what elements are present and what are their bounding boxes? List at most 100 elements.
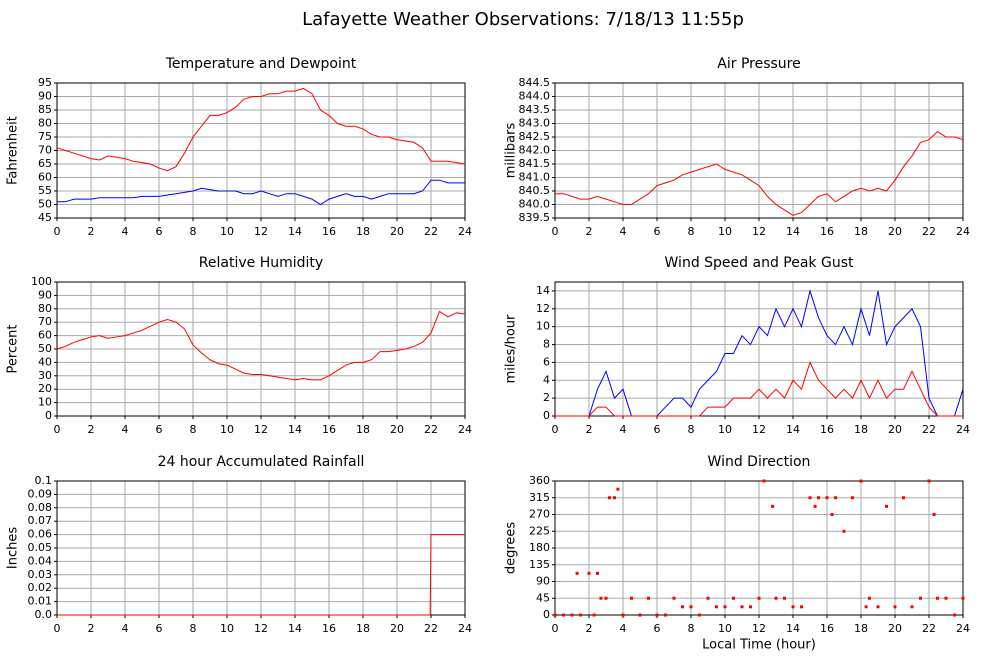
x-tick-label: 0 (54, 225, 61, 238)
x-tick-label: 10 (220, 225, 234, 238)
data-point (579, 613, 582, 617)
plot-frame (554, 281, 964, 417)
x-tick-label: 18 (356, 225, 370, 238)
data-line (56, 87, 466, 172)
y-tick-label: 60 (38, 329, 52, 342)
x-tick-label: 0 (552, 225, 559, 238)
x-tick-label: 6 (156, 423, 163, 436)
x-tick-label: 6 (156, 622, 163, 635)
data-point (842, 529, 846, 533)
x-tick-label: 20 (888, 225, 902, 238)
x-tick-label: 6 (156, 225, 163, 238)
chart-title: 24 hour Accumulated Rainfall (158, 454, 365, 470)
data-point (592, 613, 596, 617)
x-tick-label: 12 (254, 225, 268, 238)
y-tick-label: 12 (536, 302, 550, 315)
y-tick-label: 45 (536, 591, 550, 604)
data-point (825, 496, 829, 500)
x-tick-label: 4 (122, 423, 129, 436)
y-tick-label: 90 (38, 90, 52, 103)
y-tick-label: 180 (529, 541, 550, 554)
data-point (762, 479, 766, 483)
data-point (732, 596, 735, 600)
data-point (910, 605, 914, 609)
x-tick-label: 24 (458, 225, 472, 238)
x-tick-label: 0 (54, 423, 61, 436)
x-tick-label: 0 (54, 622, 61, 635)
y-tick-label: 843.0 (519, 117, 551, 130)
y-tick-label: 20 (38, 382, 52, 395)
y-tick-label: 0.04 (28, 554, 53, 567)
x-tick-label: 4 (620, 225, 627, 238)
data-point (681, 605, 684, 609)
y-tick-label: 0.1 (35, 474, 53, 487)
data-point (859, 479, 863, 483)
data-point (851, 496, 854, 500)
y-tick-label: 30 (38, 369, 52, 382)
x-tick-label: 22 (922, 622, 936, 635)
y-tick-label: 85 (38, 103, 52, 116)
y-tick-label: 95 (38, 76, 52, 89)
y-tick-label: 40 (38, 355, 52, 368)
y-axis-label: Inches (6, 527, 21, 569)
x-tick-label: 10 (220, 622, 234, 635)
data-point (706, 596, 710, 600)
data-point (616, 487, 620, 491)
data-point (630, 596, 633, 600)
x-tick-label: 24 (956, 423, 970, 436)
y-tick-label: 840.0 (519, 198, 551, 211)
y-tick-label: 75 (38, 130, 52, 143)
y-tick-label: 842.5 (519, 130, 551, 143)
y-tick-label: 0.07 (28, 514, 53, 527)
data-point (621, 613, 625, 617)
x-tick-label: 12 (752, 225, 766, 238)
x-tick-label: 12 (752, 423, 766, 436)
data-point (791, 605, 795, 609)
data-point (783, 596, 786, 600)
y-tick-label: 6 (543, 355, 550, 368)
x-tick-label: 14 (786, 423, 800, 436)
y-tick-label: 0.09 (28, 487, 53, 500)
x-tick-label: 8 (688, 225, 695, 238)
data-point (868, 596, 871, 600)
y-tick-label: 4 (543, 373, 550, 386)
x-tick-label: 4 (620, 423, 627, 436)
data-line (57, 179, 465, 206)
y-tick-label: 45 (38, 211, 52, 224)
x-tick-label: 22 (922, 225, 936, 238)
y-tick-label: 0 (543, 409, 550, 422)
x-tick-label: 20 (390, 423, 404, 436)
y-tick-label: 10 (536, 320, 550, 333)
x-tick-label: 16 (322, 225, 336, 238)
x-tick-label: 10 (718, 423, 732, 436)
y-tick-label: 80 (38, 117, 52, 130)
x-tick-label: 16 (322, 423, 336, 436)
y-tick-label: 0.03 (28, 568, 53, 581)
y-tick-label: 14 (536, 284, 550, 297)
y-axis-label: millibars (504, 123, 519, 179)
data-point (575, 571, 579, 575)
data-point (562, 613, 565, 617)
chart-title: Temperature and Dewpoint (165, 56, 357, 72)
data-point (587, 571, 591, 575)
x-tick-label: 6 (654, 423, 661, 436)
data-line (555, 289, 964, 417)
y-tick-label: 65 (38, 157, 52, 170)
x-tick-label: 24 (956, 622, 970, 635)
data-point (689, 605, 693, 609)
data-point (936, 596, 939, 600)
plot-frame (554, 82, 964, 219)
data-point (774, 596, 778, 600)
y-tick-label: 840.5 (519, 184, 551, 197)
page-title: Lafayette Weather Observations: 7/18/13 … (302, 9, 744, 30)
x-tick-label: 18 (854, 423, 868, 436)
data-point (638, 613, 642, 617)
y-tick-label: 225 (529, 524, 550, 537)
x-tick-label: 18 (356, 622, 370, 635)
x-tick-label: 4 (122, 225, 129, 238)
data-line (56, 310, 466, 381)
x-tick-label: 16 (322, 622, 336, 635)
x-tick-label: 8 (688, 423, 695, 436)
data-point (599, 596, 603, 600)
x-tick-label: 12 (254, 423, 268, 436)
